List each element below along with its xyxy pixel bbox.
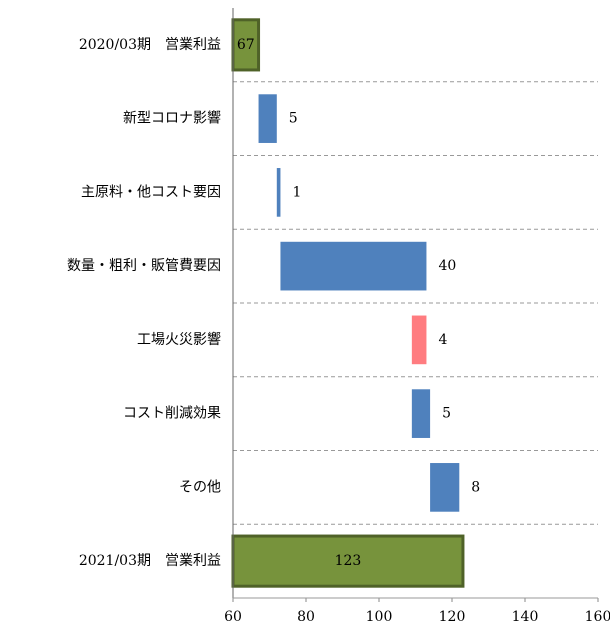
x-tick-label: 160 [585, 609, 610, 625]
bar [411, 389, 431, 438]
value-label: 5 [442, 406, 451, 422]
x-tick-label: 60 [224, 609, 242, 625]
category-label: その他 [179, 479, 221, 495]
value-label: 40 [438, 258, 456, 274]
value-label: 4 [438, 332, 447, 348]
value-label: 5 [289, 111, 298, 127]
category-label: 新型コロナ影響 [123, 110, 221, 127]
x-tick-label: 80 [297, 609, 315, 625]
category-label: 2020/03期 営業利益 [79, 37, 221, 53]
value-label: 123 [335, 553, 362, 569]
value-label: 8 [471, 479, 480, 495]
bar [258, 94, 277, 143]
x-tick-label: 100 [366, 609, 393, 625]
category-label: 2021/03期 営業利益 [79, 553, 221, 569]
x-tick-label: 140 [512, 609, 539, 625]
bar [411, 315, 427, 365]
value-label: 1 [292, 184, 301, 200]
category-label: 主原料・他コスト要因 [81, 184, 221, 200]
category-label: コスト削減効果 [123, 405, 221, 422]
bar [430, 463, 460, 512]
value-label: 67 [237, 37, 255, 53]
category-label: 工場火災影響 [137, 331, 221, 348]
bar [276, 168, 281, 217]
x-tick-label: 120 [439, 609, 466, 625]
bar [280, 241, 427, 291]
category-label: 数量・粗利・販管費要因 [67, 258, 221, 274]
